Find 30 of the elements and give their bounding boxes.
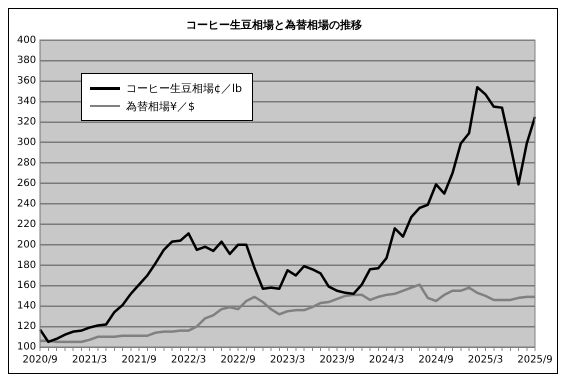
x-tick-label: 2022/3 [170, 354, 206, 366]
y-tick-label: 280 [16, 158, 36, 169]
y-tick-label: 160 [16, 280, 36, 292]
y-tick-label: 300 [16, 137, 36, 148]
y-tick-label: 220 [16, 218, 36, 230]
chart-title: コーヒー生豆相場と為替相場の推移 [186, 18, 362, 32]
y-tick-label: 380 [16, 55, 36, 66]
x-tick-label: 2023/9 [319, 354, 355, 366]
legend-label: 為替相場¥／$ [126, 98, 195, 114]
x-tick-label: 2025/3 [468, 354, 504, 366]
x-tick-label: 2022/9 [220, 354, 256, 366]
x-tick-label: 2025/9 [517, 354, 553, 366]
y-tick-label: 360 [16, 76, 36, 87]
y-tick-label: 100 [16, 342, 36, 353]
y-tick-label: 260 [16, 178, 36, 189]
x-tick-label: 2020/9 [22, 354, 58, 366]
y-tick-label: 180 [16, 260, 36, 271]
y-tick-label: 340 [16, 96, 36, 108]
y-tick-label: 240 [16, 198, 36, 210]
x-tick-label: 2023/3 [270, 354, 306, 366]
x-tick-label: 2024/9 [418, 354, 454, 366]
y-tick-label: 200 [16, 239, 36, 250]
y-tick-label: 400 [16, 34, 36, 46]
x-tick-label: 2024/3 [368, 354, 404, 366]
x-tick-label: 2021/3 [72, 354, 108, 366]
y-tick-label: 120 [16, 321, 36, 332]
legend-label: コーヒー生豆相場¢／lb [126, 80, 242, 96]
x-tick-label: 2021/9 [121, 354, 157, 366]
y-tick-label: 140 [16, 300, 36, 312]
y-tick-label: 320 [16, 116, 36, 128]
